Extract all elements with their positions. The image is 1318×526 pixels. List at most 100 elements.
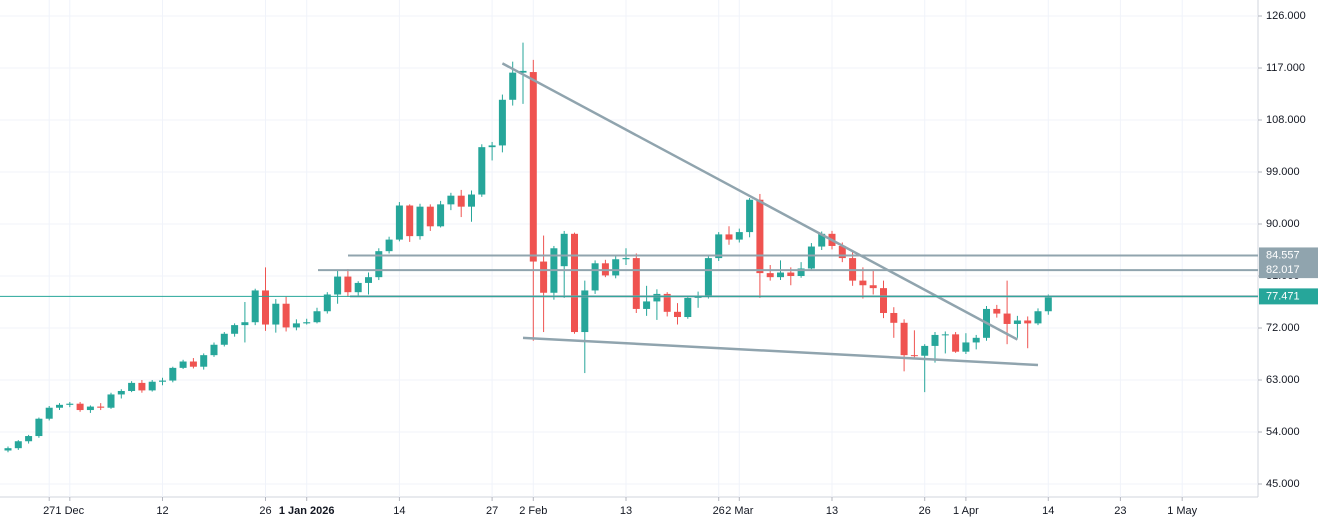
candle-body (931, 334, 939, 346)
candle-body (488, 145, 496, 148)
candle-body (993, 308, 1001, 314)
candle-body (1003, 313, 1011, 324)
candle-body (735, 232, 743, 240)
x-tick-label: 14 (393, 505, 405, 517)
level-label: 82.017 (1266, 264, 1300, 276)
candle-body (1013, 320, 1021, 324)
candle-body (210, 344, 218, 356)
candle-body (76, 403, 84, 411)
candle-body (725, 234, 733, 240)
level-label: 84.557 (1266, 249, 1300, 261)
x-tick-label: 13 (826, 505, 838, 517)
candle-body (128, 382, 136, 391)
x-tick-label: 26 (259, 505, 271, 517)
candle-body (715, 234, 723, 259)
candle-body (540, 261, 548, 293)
candle-body (406, 205, 414, 237)
candle-body (148, 381, 156, 391)
candle-body (581, 290, 589, 333)
candle-body (972, 337, 980, 343)
x-tick-label: 26 (919, 505, 931, 517)
candle-body (498, 99, 506, 146)
candle-body (704, 258, 712, 296)
candle-body (612, 259, 620, 276)
x-tick-label: 2 Feb (519, 505, 547, 517)
y-tick-label: 54.000 (1266, 426, 1300, 438)
candle-body (777, 272, 784, 278)
y-tick-label: 99.000 (1266, 166, 1300, 178)
x-tick-label: 1 Apr (953, 505, 979, 517)
candle-body (457, 195, 465, 207)
candle-body (900, 322, 908, 356)
y-tick-label: 90.000 (1266, 218, 1300, 230)
candle-body (45, 407, 53, 419)
candle-body (282, 303, 290, 328)
level-label-bg (1259, 247, 1318, 264)
level-label-bg (1259, 262, 1318, 279)
candle-body (35, 418, 43, 437)
candle-body (756, 199, 764, 274)
x-tick-label: 23 (1114, 505, 1126, 517)
candle-body (385, 239, 393, 252)
level-label: 77.471 (1266, 290, 1300, 302)
candle-body (262, 290, 269, 325)
y-tick-label: 63.000 (1266, 374, 1300, 386)
candle-body (684, 297, 692, 318)
candle-body (838, 245, 846, 259)
candle-body (622, 258, 630, 260)
candle-body (4, 448, 12, 451)
x-tick-label: 1 May (1167, 505, 1197, 517)
candle-body (334, 276, 342, 295)
trendline (522, 336, 1039, 367)
candle-body (365, 277, 372, 283)
candle-body (766, 273, 774, 278)
candle-body (303, 322, 311, 324)
candle-body (437, 204, 445, 227)
candle-body (395, 205, 403, 240)
candle-body (880, 288, 887, 313)
candle-body (632, 258, 640, 309)
candle-body (653, 293, 661, 302)
candle-body (56, 404, 63, 408)
candle-body (643, 301, 651, 309)
x-tick-label: 26 (713, 505, 725, 517)
candle-body (663, 293, 671, 312)
candle-body (313, 311, 321, 323)
candle-body (962, 342, 970, 352)
y-tick-label: 108.000 (1266, 114, 1306, 126)
candle-body (674, 311, 681, 318)
candle-body (375, 251, 383, 278)
candle-body (200, 355, 208, 367)
candle-body (251, 290, 259, 323)
candle-body (818, 233, 826, 247)
candle-body (138, 382, 146, 391)
candle-body (231, 325, 239, 334)
candle-body (14, 441, 22, 449)
candle-body (169, 367, 177, 381)
x-tick-label: 12 (156, 505, 168, 517)
candle-body (529, 72, 537, 262)
candle-body (97, 406, 105, 408)
x-tick-label: 27 (486, 505, 498, 517)
candle-body (344, 276, 352, 293)
candle-body (189, 361, 197, 367)
level-label-bg (1259, 288, 1318, 305)
candle-body (117, 390, 125, 395)
candle-body (807, 246, 815, 269)
candle-body (86, 406, 94, 411)
candle-body (890, 312, 898, 323)
candle-body (179, 361, 187, 368)
candle-body (478, 147, 486, 195)
candle-body (859, 280, 867, 286)
candle-body (509, 72, 517, 100)
y-tick-label: 126.000 (1266, 10, 1306, 22)
trendline (501, 62, 1018, 341)
candle-body (571, 233, 578, 333)
x-tick-label: 14 (1042, 505, 1054, 517)
candle-body (66, 403, 74, 405)
candle-body (746, 199, 754, 233)
y-tick-label: 117.000 (1266, 62, 1305, 74)
x-tick-label: 2 Mar (725, 505, 753, 517)
